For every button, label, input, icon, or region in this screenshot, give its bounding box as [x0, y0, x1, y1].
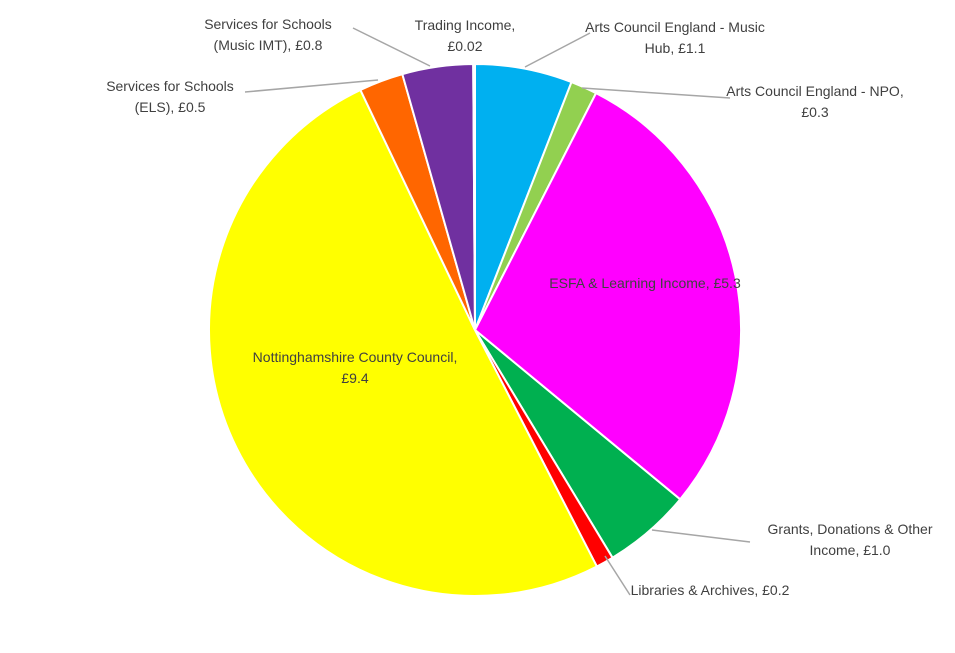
leader-line: [244, 79, 379, 93]
value-label: £0.5: [178, 99, 206, 115]
value-label: £9.4: [341, 370, 369, 386]
pie-slice: [473, 91, 742, 501]
value-label: £0.8: [295, 37, 323, 53]
value-label: £1.1: [678, 40, 706, 56]
category-name: Arts Council England - Music Hub: [585, 19, 765, 56]
value-label: £5.3: [713, 275, 741, 291]
category-name: Libraries & Archives: [630, 582, 755, 598]
value-label: £1.0: [863, 542, 891, 558]
slice-label: Services for Schools (Music IMT), £0.8: [204, 16, 332, 53]
category-name: Grants, Donations & Other Income: [767, 521, 933, 558]
category-name: Trading Income: [414, 17, 512, 33]
slice-label: ESFA & Learning Income, £5.3: [549, 275, 741, 291]
category-name: Nottinghamshire County Council: [252, 349, 454, 365]
slice-label: Grants, Donations & Other Income, £1.0: [767, 521, 933, 558]
slice-label: Trading Income, £0.02: [414, 17, 516, 54]
slice-label: Arts Council England - NPO, £0.3: [726, 83, 904, 120]
category-name: ESFA & Learning Income: [549, 275, 706, 291]
leader-line: [604, 555, 631, 596]
pie-slice: [208, 88, 599, 597]
category-name: Services for Schools (ELS): [106, 78, 234, 115]
slice-label: Services for Schools (ELS), £0.5: [106, 78, 234, 115]
leader-line: [651, 529, 751, 543]
slice-label: Nottinghamshire County Council, £9.4: [252, 349, 458, 386]
slice-label: Arts Council England - Music Hub, £1.1: [585, 19, 765, 56]
leader-line: [524, 32, 591, 68]
value-label: £0.02: [447, 38, 483, 54]
pie-slice: [472, 62, 476, 331]
value-label: £0.3: [801, 104, 829, 120]
leader-line: [581, 87, 731, 99]
category-name: Services for Schools (Music IMT): [204, 16, 332, 53]
slice-label: Libraries & Archives, £0.2: [630, 582, 790, 598]
category-name: Arts Council England - NPO: [726, 83, 900, 99]
value-label: £0.2: [762, 582, 790, 598]
leader-line: [352, 27, 431, 67]
